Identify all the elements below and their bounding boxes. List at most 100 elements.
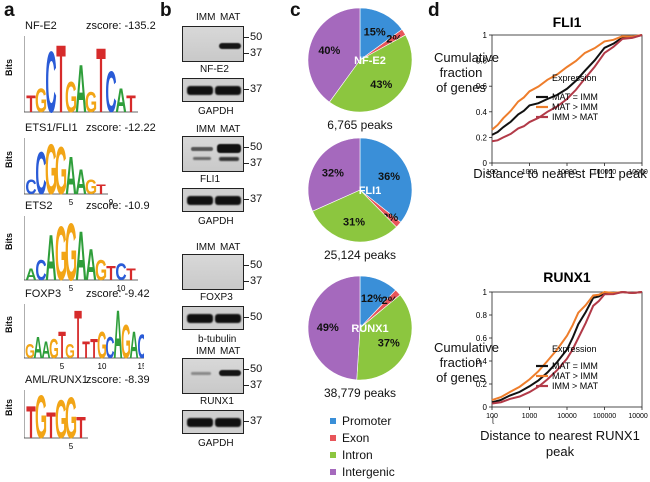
cdf-series-line xyxy=(491,290,643,405)
mw-marker: 37 xyxy=(250,379,263,391)
pie-slice-label: 49% xyxy=(317,322,339,334)
legend-label: MAT > IMM xyxy=(552,102,598,112)
logo-letter: C xyxy=(105,61,116,125)
mw-marker: 50 xyxy=(250,31,263,43)
logo-letter: T xyxy=(82,338,90,364)
sequence-logo: T G T GG T5 xyxy=(24,390,88,452)
loading-control-blot xyxy=(182,410,244,434)
pie-slice-intron xyxy=(329,34,413,113)
logo-letter: T xyxy=(46,405,56,445)
protein-band xyxy=(217,144,241,153)
bits-axis-label: Bits xyxy=(4,58,14,76)
loading-control-blot xyxy=(182,188,244,212)
pie-legend: Promoter Exon Intron Intergenic xyxy=(330,412,395,480)
logo-letter: T xyxy=(58,324,66,366)
legend-title: Expression xyxy=(552,344,597,354)
logo-tick-label: 5 xyxy=(69,284,74,293)
marker-tick xyxy=(244,199,249,200)
marker-tick xyxy=(244,53,249,54)
target-protein-label: FLI1 xyxy=(200,174,221,185)
logo-letter: A xyxy=(75,53,86,127)
sequence-logo: T GC T GAG T CA T xyxy=(24,36,138,128)
logo-tick-label: 5 xyxy=(69,442,74,451)
pie-charts: 15%2%43%40%NF-E236%2%31%32%FLI112%2%37%4… xyxy=(307,7,413,381)
y-tick-label: 0.8 xyxy=(476,311,488,320)
motif-zscore: zscore: -12.22 xyxy=(86,122,156,134)
logo-letter: T xyxy=(26,92,36,118)
mw-marker: 37 xyxy=(250,83,263,95)
y-tick-label: 0.4 xyxy=(476,108,488,117)
y-tick-label: 0.6 xyxy=(476,82,488,91)
target-blot-image xyxy=(182,26,244,62)
pie-slice-label: 40% xyxy=(318,45,340,57)
mw-marker: 50 xyxy=(250,259,263,271)
motif-name: NF-E2 xyxy=(25,20,57,32)
panel-letter-d: d xyxy=(428,0,440,21)
motif-name: ETS1/FLI1 xyxy=(25,122,78,134)
marker-tick xyxy=(244,385,249,386)
lane-label-imm: IMM xyxy=(196,12,216,23)
protein-band xyxy=(219,43,241,49)
peak-count: 6,765 peaks xyxy=(327,118,393,132)
marker-tick xyxy=(244,147,249,148)
logo-letter: G xyxy=(65,390,77,452)
pie-slice-intergenic xyxy=(307,7,361,103)
y-tick-label: 0 xyxy=(483,403,488,412)
pie-slice-label: 43% xyxy=(370,79,392,91)
mw-marker: 37 xyxy=(250,157,263,169)
logo-letter: T xyxy=(96,36,106,128)
loading-control-label: GAPDH xyxy=(198,216,234,227)
logo-letter: G xyxy=(65,216,77,296)
logo-letter: T xyxy=(76,412,86,446)
target-protein-label: NF-E2 xyxy=(200,64,229,75)
logo-letter: A xyxy=(75,218,86,295)
y-tick-label: 0.2 xyxy=(476,380,488,389)
legend-label: MAT = IMM xyxy=(552,92,598,102)
lane-label-mat: MAT xyxy=(220,346,241,357)
y-tick-label: 1 xyxy=(483,31,488,40)
legend-swatch xyxy=(330,434,336,441)
logo-letter: T xyxy=(96,183,105,198)
pie-slice-intergenic xyxy=(307,137,361,212)
logo-letter: G xyxy=(35,81,47,120)
bits-axis-label: Bits xyxy=(4,315,14,333)
logo-letter: G xyxy=(35,390,47,452)
x-tick-label: 1000 xyxy=(522,169,538,176)
panel-letter-b: b xyxy=(160,0,172,21)
lane-label-imm: IMM xyxy=(196,242,216,253)
logo-letter: T xyxy=(106,262,115,284)
logo-letter: A xyxy=(34,330,43,364)
target-protein-label: FOXP3 xyxy=(200,292,233,303)
lane-label-mat: MAT xyxy=(220,124,241,135)
loading-control-label: GAPDH xyxy=(198,438,234,449)
y-tick-label: 0.2 xyxy=(476,133,488,142)
motif-zscore: zscore: -8.39 xyxy=(86,374,150,386)
logo-tick-label: 15 xyxy=(138,362,144,371)
legend-label: MAT > IMM xyxy=(552,371,598,381)
logo-tick-label: 5 xyxy=(69,198,74,207)
loading-control-blot xyxy=(182,78,244,102)
mw-marker: 50 xyxy=(250,141,263,153)
motif-zscore: zscore: -10.9 xyxy=(86,200,150,212)
cdf-title: FLI1 xyxy=(553,15,582,30)
pie-slice-intergenic xyxy=(307,275,361,381)
loading-band xyxy=(187,196,213,205)
cdf-series-line xyxy=(491,34,643,143)
pie-slice-promoter xyxy=(359,7,403,61)
logo-letter: A xyxy=(45,222,56,295)
loading-control-label: GAPDH xyxy=(198,106,234,117)
motif-zscore: zscore: -135.2 xyxy=(86,20,156,32)
pie-slice-label: 32% xyxy=(322,167,344,179)
legend-label: MAT = IMM xyxy=(552,361,598,371)
cdf-series-line xyxy=(491,34,643,131)
pie-slice-intron xyxy=(312,189,397,243)
logo-tick-label: 5 xyxy=(60,362,65,371)
target-protein-label: RUNX1 xyxy=(200,396,234,407)
x-tick-label: 1000 xyxy=(522,413,538,420)
cdf-title: RUNX1 xyxy=(543,270,591,285)
mw-marker: 37 xyxy=(250,193,263,205)
legend-entry: Exon xyxy=(330,429,395,446)
loading-band xyxy=(187,314,213,323)
logo-letter: G xyxy=(95,254,107,286)
